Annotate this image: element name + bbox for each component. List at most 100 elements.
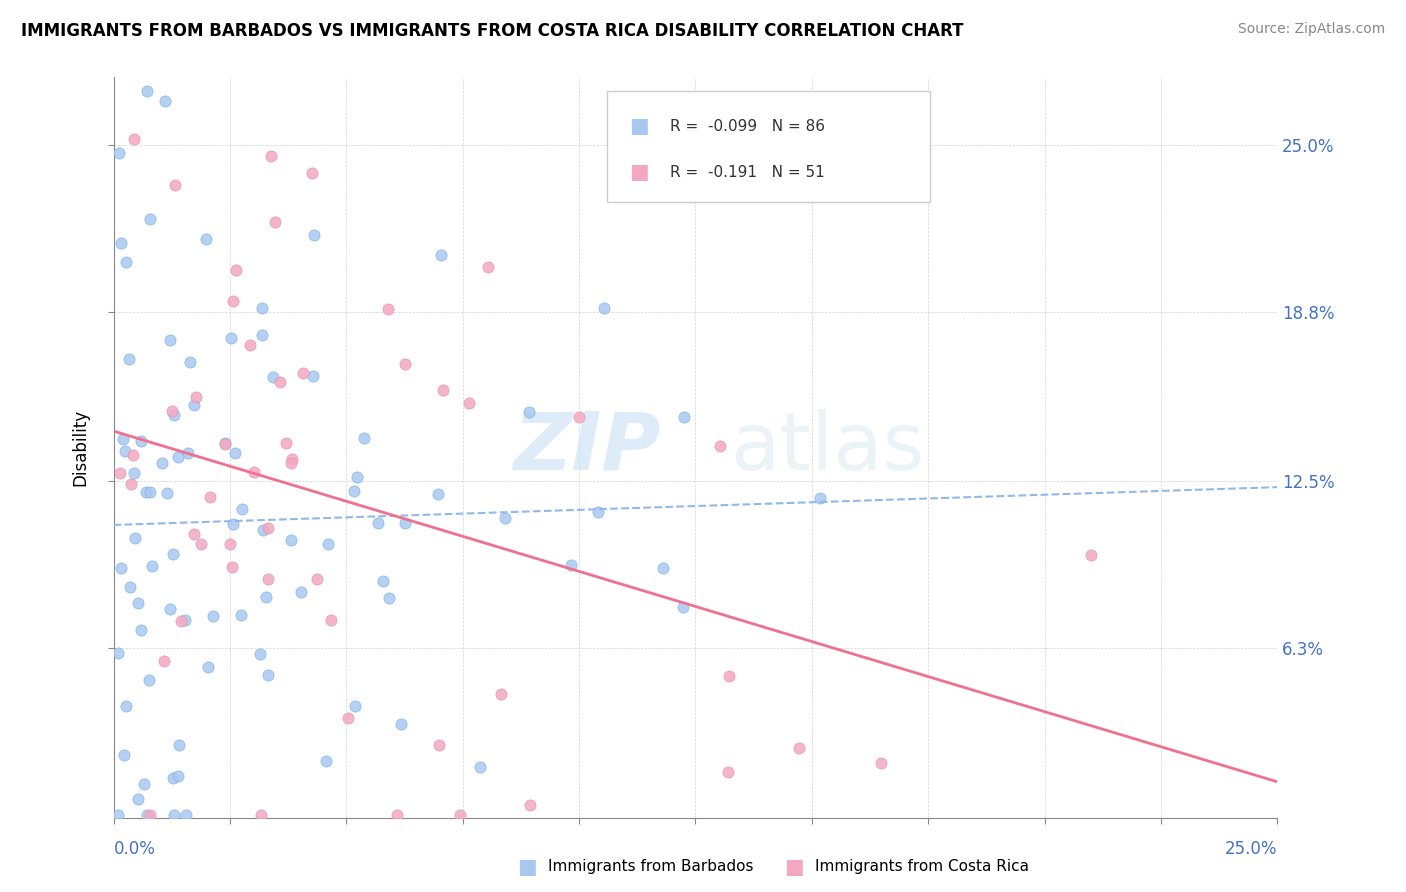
Point [517,405,540,419]
Point [257,572,280,586]
Point [249,647,271,661]
Point [264,215,287,229]
Point [337,711,360,725]
Point [394,516,416,530]
Point [377,301,399,316]
Text: Immigrants from Costa Rica: Immigrants from Costa Rica [815,860,1029,874]
Point [256,668,278,682]
Point [162,771,184,785]
Point [470,760,492,774]
Point [107,808,129,822]
Point [108,466,131,480]
Point [378,591,401,605]
Point [280,456,302,470]
Point [163,808,186,822]
Point [276,436,298,450]
Point [110,561,132,575]
Point [560,558,582,572]
Point [167,738,190,752]
Point [651,560,673,574]
Point [110,236,132,251]
Point [254,590,277,604]
Text: ■: ■ [630,116,650,136]
Point [107,646,129,660]
Point [239,338,262,352]
Point [160,404,183,418]
Point [716,764,738,779]
Point [166,450,188,465]
Point [389,717,412,731]
Point [159,602,181,616]
Point [477,260,499,274]
Point [252,523,274,537]
Point [870,756,893,771]
Text: 0.0%: 0.0% [114,840,156,858]
Text: ■: ■ [517,857,537,877]
Point [302,369,325,384]
Point [252,327,274,342]
Point [174,613,197,627]
Point [385,808,408,822]
Point [343,698,366,713]
Point [135,84,157,98]
Point [219,537,242,551]
Point [250,301,273,316]
Point [231,502,253,516]
Point [302,228,325,243]
Point [307,572,329,586]
Point [343,483,366,498]
Point [280,533,302,547]
Point [139,808,162,822]
Point [163,178,186,193]
Point [163,408,186,422]
Point [115,699,138,714]
Point [135,808,157,822]
Point [243,465,266,479]
Point [224,445,246,459]
Point [162,547,184,561]
Point [787,740,810,755]
Point [221,560,243,574]
Point [159,334,181,348]
Y-axis label: Disability: Disability [72,409,89,486]
Point [214,437,236,451]
Point [568,409,591,424]
Point [222,517,245,532]
Point [114,444,136,458]
Point [346,470,368,484]
Text: ■: ■ [785,857,804,877]
Point [593,301,616,315]
Point [156,486,179,500]
Point [179,355,201,369]
Point [127,596,149,610]
Point [260,148,283,162]
Point [256,521,278,535]
Point [194,232,217,246]
Text: Source: ZipAtlas.com: Source: ZipAtlas.com [1237,22,1385,37]
Point [229,607,252,622]
Point [174,808,197,822]
Point [315,754,337,768]
Point [250,808,273,822]
Point [1080,548,1102,562]
Point [321,613,343,627]
Point [367,516,389,530]
Point [292,366,315,380]
Point [494,510,516,524]
Point [709,440,731,454]
Point [201,609,224,624]
Point [269,375,291,389]
Point [117,352,139,367]
Point [457,396,479,410]
Point [153,654,176,668]
Point [122,467,145,481]
Point [430,248,453,262]
Text: IMMIGRANTS FROM BARBADOS VS IMMIGRANTS FROM COSTA RICA DISABILITY CORRELATION CH: IMMIGRANTS FROM BARBADOS VS IMMIGRANTS F… [21,22,963,40]
Point [519,797,541,812]
Point [183,527,205,541]
Point [129,434,152,448]
Point [301,166,323,180]
Point [280,452,302,467]
Point [673,409,696,424]
Point [135,485,157,500]
